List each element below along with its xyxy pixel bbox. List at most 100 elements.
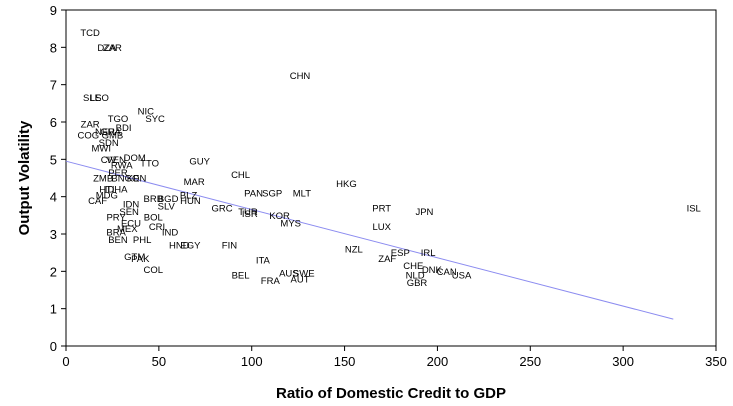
data-point-label: USA [452,271,472,282]
data-point-label: SWE [293,269,315,280]
data-point-label: IRL [421,248,436,259]
data-point-label: RWA [111,160,133,171]
data-point-label: GRC [211,203,232,214]
y-tick-label: 7 [50,78,57,93]
data-point-label: MYS [280,218,301,229]
data-point-label: HKG [336,179,357,190]
data-point-label: SGP [262,188,282,199]
data-point-label: ISR [242,209,258,220]
data-point-label: CHL [231,170,250,181]
data-point-label: BEN [108,235,128,246]
data-point-label: KEN [127,174,147,185]
data-point-label: DZA [97,43,117,54]
data-point-label: SDN [99,138,119,149]
data-point-label: PAK [131,254,150,265]
data-point-label: BOL [144,213,163,224]
data-point-label: PAN [244,188,263,199]
data-point-label: TCD [80,28,100,39]
x-tick-label: 50 [152,354,166,369]
data-point-label: MEX [117,224,138,235]
trendline [65,160,674,320]
x-axis: 0 50 100 150 200 250 300 350 [62,346,727,369]
y-tick-label: 3 [50,227,57,242]
data-point-label: TTO [140,159,159,170]
data-point-label: AUS [279,269,299,280]
data-point-label: PER [108,168,128,179]
data-point-label: MLT [293,188,311,199]
data-point-label: SYC [145,114,165,125]
data-point-label: HTI [99,185,114,196]
data-point-label: NLD [406,271,425,282]
y-tick-label: 0 [50,339,57,354]
y-axis-title: Output Volatility [16,120,33,235]
data-point-label: TUR [238,207,258,218]
data-point-label: JPN [415,207,433,218]
trendline-layer [65,160,674,320]
data-point-label: ZAR [103,43,122,54]
data-point-label: PRT [372,203,391,214]
data-point-label: HND [169,241,190,252]
data-point-label: KOR [269,211,290,222]
data-point-label: GMB [102,131,124,142]
y-tick-label: 9 [50,3,57,18]
x-tick-label: 350 [705,354,727,369]
data-point-label: VEN [106,155,126,166]
y-tick-label: 2 [50,264,57,279]
data-point-label: TGO [108,114,129,125]
data-point-label: COL [144,265,164,276]
data-point-label: CIV [101,155,118,166]
data-point-label: DOM [124,153,146,164]
data-point-label: GHA [100,127,121,138]
data-point-label: CHN [290,71,311,82]
data-point-label: MAR [184,177,205,188]
data-point-label: ZAR [81,119,100,130]
data-point-label: IDHA [105,185,128,196]
data-point-label: AUT [291,274,310,285]
data-point-label: BNGO [111,174,139,185]
data-point-label: HUN [180,196,201,207]
data-point-label: ZMB [93,174,113,185]
data-point-label: ITA [256,256,271,267]
data-point-label: MDG [96,190,118,201]
data-point-label: NZL [345,244,363,255]
x-tick-label: 100 [241,354,263,369]
data-point-label: ESP [391,248,410,259]
data-point-label: CAN [437,267,457,278]
data-point-label: COG [77,131,99,142]
data-point-label: CHE [403,261,423,272]
data-point-label: ISL [687,203,701,214]
data-point-label: ZAF [378,254,396,265]
data-point-label: IDN [123,200,140,211]
x-tick-label: 250 [519,354,541,369]
data-point-label: FIN [222,241,237,252]
data-point-label: MWI [92,144,112,155]
data-point-label: BGD [158,194,179,205]
data-point-label: LSO [90,93,109,104]
y-tick-label: 1 [50,302,57,317]
data-point-label: PHL [133,235,151,246]
y-tick-label: 8 [50,40,57,55]
data-point-label: NER [95,127,115,138]
data-point-label: IND [162,228,179,239]
x-tick-label: 150 [334,354,356,369]
data-point-label: GUY [189,157,210,168]
data-point-label: LUX [372,222,391,233]
data-point-label: BEL [232,271,250,282]
data-point-label: EGY [180,241,201,252]
x-axis-title: Ratio of Domestic Credit to GDP [276,385,506,402]
data-point-label: CAF [88,196,107,207]
data-point-label: CRI [149,222,165,233]
data-point-label: BRB [144,194,164,205]
data-point-label: ECU [121,218,141,229]
x-tick-label: 0 [62,354,69,369]
data-point-label: BDI [116,123,132,134]
x-tick-label: 200 [427,354,449,369]
data-point-label: GBR [407,278,428,289]
data-point-label: GTM [124,252,145,263]
data-point-label: DNK [422,265,443,276]
data-point-label: NIC [138,106,155,117]
data-point-label: SLE [83,93,101,104]
data-point-label: BLZ [180,190,198,201]
